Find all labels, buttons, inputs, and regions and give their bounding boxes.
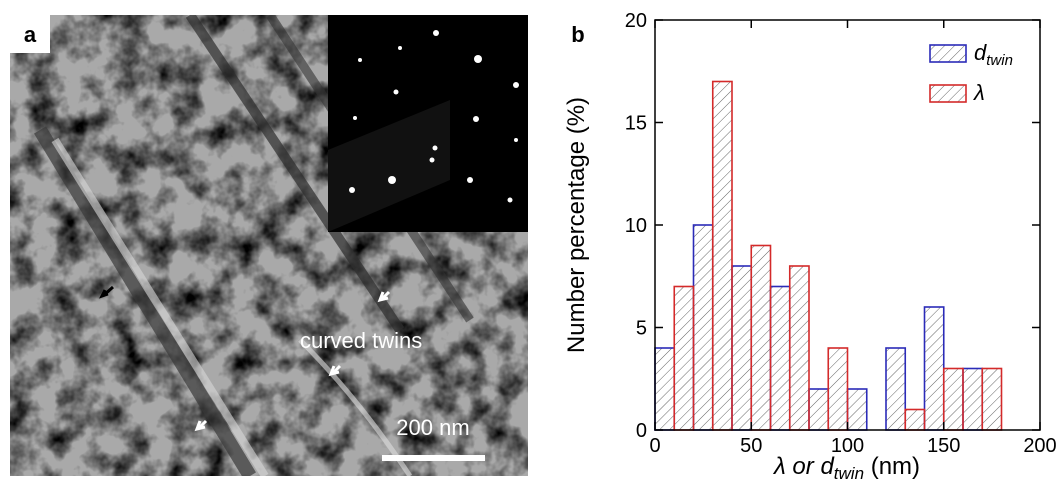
bar <box>654 347 676 431</box>
bar <box>808 388 830 431</box>
y-tick-label: 15 <box>625 113 647 135</box>
x-label-tail: (nm) <box>864 453 920 480</box>
bar <box>981 367 1003 431</box>
bar <box>731 265 753 431</box>
scale-bar <box>382 455 485 461</box>
legend-label: λ <box>973 80 985 105</box>
legend-name: λ <box>973 80 985 105</box>
x-tick-label: 150 <box>927 435 960 457</box>
tem-image <box>10 15 528 476</box>
x-tick-label: 100 <box>831 435 864 457</box>
y-axis-label: Number percentage (%) <box>563 97 590 353</box>
bar <box>962 367 984 431</box>
legend-label: dtwin <box>974 40 1013 69</box>
panel-label: b <box>571 22 584 47</box>
x-label-sub: twin <box>834 464 864 483</box>
panel-label-box <box>10 15 50 53</box>
y-tick-label: 20 <box>625 10 647 32</box>
legend-name: d <box>974 40 987 65</box>
bar <box>923 306 945 431</box>
bar <box>673 285 695 431</box>
bar <box>711 80 733 431</box>
legend-sub: twin <box>986 52 1013 69</box>
x-tick-label: 50 <box>740 435 762 457</box>
scale-bar-label: 200 nm <box>396 415 469 440</box>
x-tick-label: 200 <box>1023 435 1056 457</box>
bar <box>750 244 772 431</box>
bar <box>904 408 926 431</box>
y-tick-label: 0 <box>636 420 647 442</box>
bar <box>692 224 714 431</box>
bar <box>942 367 964 431</box>
annotation: curved twins <box>300 328 422 353</box>
bar <box>769 285 791 431</box>
x-tick-label: 0 <box>649 435 660 457</box>
x-label-main: λ or d <box>772 453 834 480</box>
y-tick-label: 10 <box>625 215 647 237</box>
legend-swatch <box>929 44 967 63</box>
bar <box>827 347 849 431</box>
bar <box>788 265 810 431</box>
x-axis-label: λ or dtwin (nm) <box>772 453 920 483</box>
y-tick-label: 5 <box>636 318 647 340</box>
legend-swatch <box>929 84 967 103</box>
panel-label: a <box>24 22 37 47</box>
bar <box>885 347 907 431</box>
bar <box>846 388 868 431</box>
